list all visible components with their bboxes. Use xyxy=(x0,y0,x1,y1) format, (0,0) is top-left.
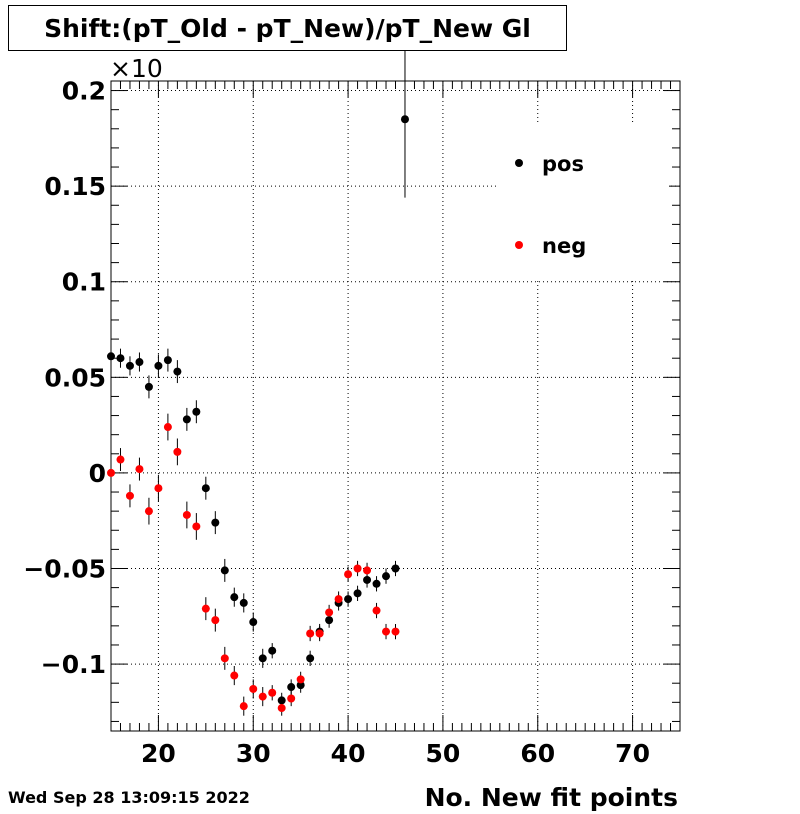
data-point-neg xyxy=(391,627,400,636)
data-point-neg xyxy=(249,684,258,693)
data-point-pos xyxy=(353,589,362,598)
data-point-neg xyxy=(296,675,305,684)
data-point-pos xyxy=(125,361,134,370)
data-point-neg xyxy=(201,604,210,613)
series-neg xyxy=(107,413,400,716)
data-point-neg xyxy=(363,566,372,575)
data-point-neg xyxy=(211,616,220,625)
y-tick-label: −0.05 xyxy=(23,555,106,584)
data-point-neg xyxy=(116,455,125,464)
data-point-pos xyxy=(230,593,239,602)
data-point-neg xyxy=(277,704,286,713)
data-point-neg xyxy=(135,465,144,474)
data-point-neg xyxy=(192,522,201,531)
y-multiplier-label: ×10 xyxy=(110,54,163,83)
data-point-neg xyxy=(230,671,239,680)
data-point-pos xyxy=(372,579,381,588)
data-point-neg xyxy=(353,564,362,573)
data-point-pos xyxy=(201,484,210,493)
x-tick-label: 20 xyxy=(141,739,176,768)
legend-marker-pos xyxy=(515,159,523,167)
data-point-neg xyxy=(239,702,248,711)
x-tick-label: 50 xyxy=(426,739,461,768)
data-point-neg xyxy=(182,510,191,519)
data-point-pos xyxy=(258,654,267,663)
data-point-pos xyxy=(400,115,409,124)
legend: pos neg xyxy=(496,123,669,281)
data-point-neg xyxy=(325,608,334,617)
data-point-pos xyxy=(249,618,258,627)
x-tick-label: 30 xyxy=(236,739,271,768)
data-point-pos xyxy=(363,575,372,584)
data-point-pos xyxy=(382,572,391,581)
data-point-pos xyxy=(154,361,163,370)
data-point-neg xyxy=(220,654,229,663)
data-point-neg xyxy=(163,423,172,432)
data-point-pos xyxy=(116,354,125,363)
data-point-pos xyxy=(211,518,220,527)
series-pos xyxy=(107,40,409,709)
data-point-neg xyxy=(125,491,134,500)
y-tick-label: 0.05 xyxy=(44,363,106,392)
data-point-neg xyxy=(306,629,315,638)
data-point-pos xyxy=(220,566,229,575)
date-stamp: Wed Sep 28 13:09:15 2022 xyxy=(8,788,250,807)
data-point-pos xyxy=(144,382,153,391)
data-point-neg xyxy=(258,692,267,701)
data-point-pos xyxy=(344,595,353,604)
data-point-pos xyxy=(306,654,315,663)
data-point-pos xyxy=(163,356,172,365)
data-point-pos xyxy=(239,598,248,607)
x-tick-labels: 20 30 40 50 60 70 xyxy=(141,739,650,768)
x-tick-label: 70 xyxy=(615,739,650,768)
data-point-pos xyxy=(173,367,182,376)
data-point-pos xyxy=(135,358,144,367)
data-point-neg xyxy=(173,447,182,456)
data-point-pos xyxy=(192,407,201,416)
legend-label-neg: neg xyxy=(542,234,586,258)
data-point-neg xyxy=(344,570,353,579)
y-tick-label: 0.15 xyxy=(44,172,106,201)
y-tick-label: 0 xyxy=(89,459,106,488)
legend-box xyxy=(496,123,669,281)
data-point-pos xyxy=(287,683,296,692)
data-point-neg xyxy=(144,507,153,516)
data-points xyxy=(107,40,409,716)
data-point-neg xyxy=(372,606,381,615)
data-point-neg xyxy=(287,694,296,703)
data-point-neg xyxy=(382,627,391,636)
data-point-neg xyxy=(315,629,324,638)
y-tick-label: 0.2 xyxy=(62,77,106,106)
legend-marker-neg xyxy=(515,241,523,249)
legend-label-pos: pos xyxy=(542,152,584,176)
y-tick-labels: −0.1 −0.05 0 0.05 0.1 0.15 0.2 xyxy=(23,77,106,680)
y-tick-label: 0.1 xyxy=(62,268,106,297)
data-point-pos xyxy=(182,415,191,424)
x-tick-label: 60 xyxy=(520,739,555,768)
data-point-neg xyxy=(268,688,277,697)
data-point-pos xyxy=(391,564,400,573)
x-tick-label: 40 xyxy=(331,739,366,768)
x-axis-title: No. New fit points xyxy=(425,783,678,812)
chart-title: Shift:(pT_Old - pT_New)/pT_New Gl xyxy=(44,13,531,43)
axis-ticks xyxy=(110,81,681,731)
data-point-pos xyxy=(268,646,277,655)
title-box: Shift:(pT_Old - pT_New)/pT_New Gl xyxy=(8,5,567,51)
data-point-neg xyxy=(334,595,343,604)
y-tick-label: −0.1 xyxy=(41,650,106,679)
data-point-pos xyxy=(107,352,115,361)
data-point-neg xyxy=(154,484,163,493)
data-point-neg xyxy=(107,468,115,477)
